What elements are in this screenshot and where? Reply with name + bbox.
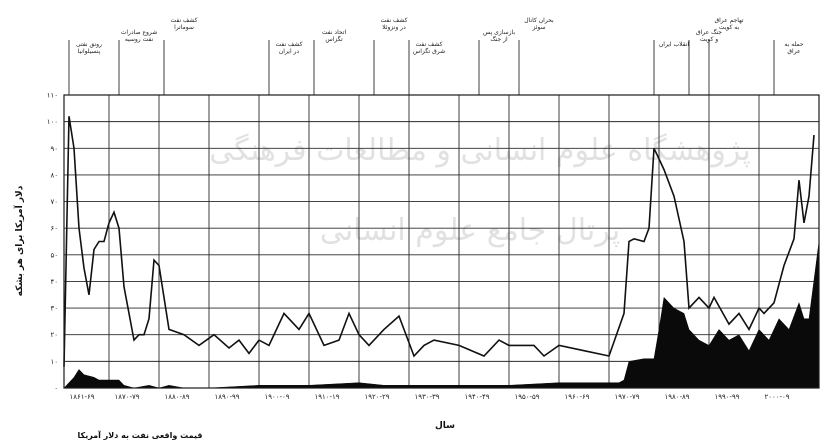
event-label: کشف نفت در ونزوئلا xyxy=(381,17,408,31)
event-label: اتحاد نفت تگزاس xyxy=(322,29,347,43)
event-annotations: رونق نفتی پنسیلوانیا شروع صادرات نفت روسیه ک… xyxy=(68,17,804,95)
event-label: بازسازی پس از جنگ xyxy=(483,29,515,43)
real-price-area xyxy=(63,241,820,389)
nominal-price-line xyxy=(63,116,815,367)
watermark-line-2: پرتال جامع علوم انسانی xyxy=(320,213,620,248)
event-label: جنگ عراق و کویت xyxy=(696,28,722,43)
event-label: شروع صادرات نفت روسیه xyxy=(121,29,158,43)
event-label: بحران کانال سوئز xyxy=(524,17,554,31)
x-tick-label: ۱۸۸۰-۸۹ xyxy=(164,393,189,401)
x-tick-label: ۱۸۶۱-۶۹ xyxy=(69,393,94,401)
y-tick-label: ۱۰ xyxy=(50,358,58,366)
x-tick-label: ۱۹۴۰-۴۹ xyxy=(464,393,489,401)
event-label: کشف نفت سوماترا xyxy=(171,17,198,31)
x-axis-label: سال xyxy=(435,421,455,431)
y-tick-label: ۶۰ xyxy=(50,225,58,233)
x-tick-label: ۱۹۵۰-۵۹ xyxy=(514,393,539,401)
x-tick-label: ۲۰۰۰-۰۹ xyxy=(764,393,789,401)
watermark: پژوهشگاه علوم انسانی و مطالعات فرهنگی پر… xyxy=(209,133,751,248)
event-label: تهاجم عراق به کویت xyxy=(714,17,743,31)
plot-frame xyxy=(63,94,820,389)
x-tick-label: ۱۹۰۰-۰۹ xyxy=(264,393,289,401)
x-tick-label: ۱۸۹۰-۹۹ xyxy=(214,393,239,401)
legend-label: قیمت واقعی نفت به دلار آمریکا xyxy=(78,430,203,440)
event-label: کشف نفت شرق تگزاس xyxy=(413,41,445,55)
x-tick-label: ۱۹۹۰-۹۹ xyxy=(714,393,739,401)
y-tick-label: ۴۰ xyxy=(50,278,58,286)
x-axis-ticks: ۱۸۶۱-۶۹ ۱۸۷۰-۷۹ ۱۸۸۰-۸۹ ۱۸۹۰-۹۹ ۱۹۰۰-۰۹ ۱۹۱۰-… xyxy=(69,393,789,401)
x-tick-label: ۱۹۳۰-۳۹ xyxy=(414,393,439,401)
series xyxy=(63,116,820,389)
event-label: حمله به عراق xyxy=(784,41,803,55)
y-tick-label: ۱۱۰ xyxy=(47,92,58,100)
y-tick-label: ۳۰ xyxy=(50,305,58,313)
event-label: انقلاب ایران xyxy=(659,41,690,48)
y-axis-label: دلار آمریکا برای هر بشکه xyxy=(13,185,25,296)
y-axis-ticks: ۰ ۱۰ ۲۰ ۳۰ ۴۰ ۵۰ ۶۰ ۷۰ ۸۰ ۹۰ ۱۰۰ ۱۱۰ xyxy=(47,92,58,393)
x-tick-label: ۱۹۱۰-۱۹ xyxy=(314,393,339,401)
event-label: کشف نفت در ایران xyxy=(276,41,303,55)
x-tick-label: ۱۹۷۰-۷۹ xyxy=(614,393,639,401)
x-tick-label: ۱۸۷۰-۷۹ xyxy=(114,393,139,401)
event-label: رونق نفتی پنسیلوانیا xyxy=(76,41,102,55)
x-tick-label: ۱۹۶۰-۶۹ xyxy=(564,393,589,401)
watermark-line-1: پژوهشگاه علوم انسانی و مطالعات فرهنگی xyxy=(209,133,751,168)
y-tick-label: ۵۰ xyxy=(50,251,58,259)
x-tick-label: ۱۹۲۰-۲۹ xyxy=(364,393,389,401)
y-tick-label: ۰ xyxy=(54,385,58,393)
y-tick-label: ۷۰ xyxy=(50,198,58,206)
x-tick-label: ۱۹۸۰-۸۹ xyxy=(664,393,689,401)
y-tick-label: ۲۰ xyxy=(50,331,58,339)
y-tick-label: ۱۰۰ xyxy=(47,118,58,126)
y-tick-label: ۸۰ xyxy=(50,171,58,179)
y-tick-label: ۹۰ xyxy=(50,145,58,153)
